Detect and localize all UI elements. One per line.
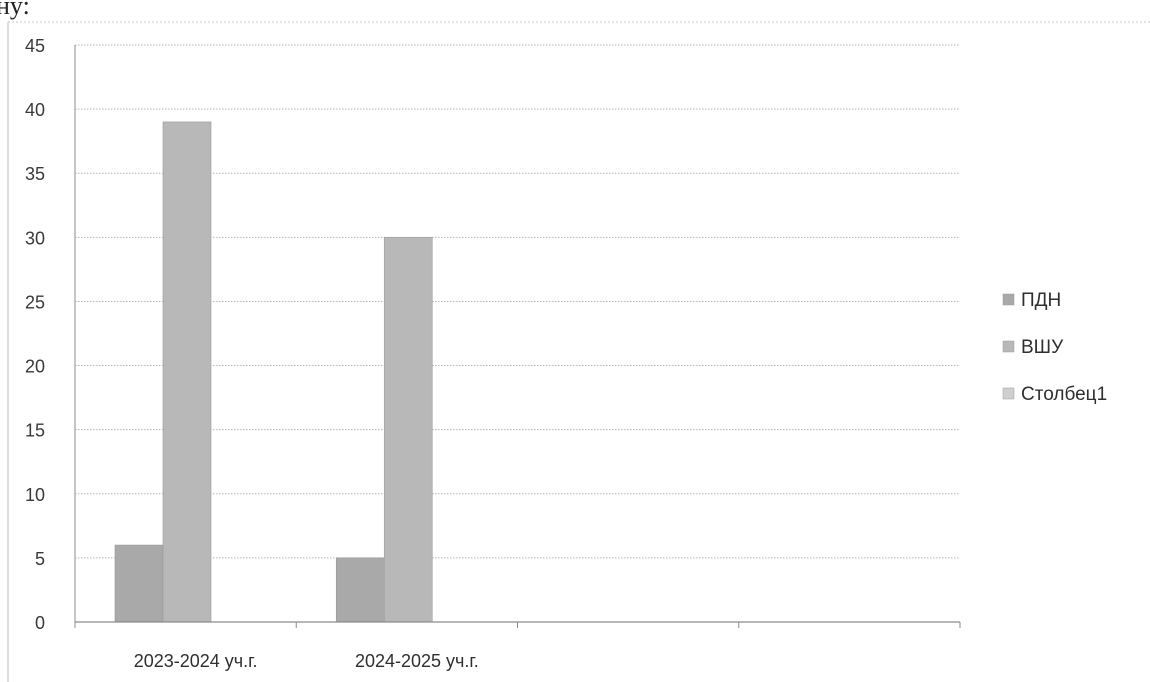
bar-вшу-1 (383, 237, 433, 623)
legend-swatch (1002, 293, 1015, 306)
gridlines (75, 44, 960, 559)
bar-вшу-0 (162, 121, 212, 623)
y-tick-label: 5 (35, 549, 45, 569)
y-tick-label: 20 (25, 357, 45, 377)
y-tick-label: 10 (25, 485, 45, 505)
bar-пдн-1 (335, 557, 385, 623)
x-axis-category-labels: 2023-2024 уч.г. 2024-2025 уч.г. (134, 651, 479, 671)
page-text-fragment: ну: (0, 0, 30, 20)
y-tick-label: 45 (25, 36, 45, 56)
y-tick-label: 0 (35, 613, 45, 633)
bar-пдн-0 (114, 544, 164, 623)
y-axis-tick-labels: 0 5 10 15 20 25 30 35 40 45 (25, 36, 45, 633)
legend-label: ВШУ (1021, 337, 1064, 358)
y-tick-label: 35 (25, 164, 45, 184)
y-tick-label: 15 (25, 421, 45, 441)
legend-label: ПДН (1021, 290, 1061, 311)
legend-swatch (1002, 340, 1015, 353)
y-tick-label: 40 (25, 100, 45, 120)
legend-swatch (1002, 387, 1015, 400)
bars (114, 121, 433, 623)
legend-label: Столбец1 (1021, 384, 1107, 405)
x-category-label: 2024-2025 уч.г. (355, 651, 479, 671)
y-tick-label: 30 (25, 228, 45, 248)
y-tick-label: 25 (25, 292, 45, 312)
axes (74, 45, 961, 628)
legend: ПДН ВШУ Столбец1 (1002, 290, 1107, 405)
x-category-label: 2023-2024 уч.г. (134, 651, 258, 671)
